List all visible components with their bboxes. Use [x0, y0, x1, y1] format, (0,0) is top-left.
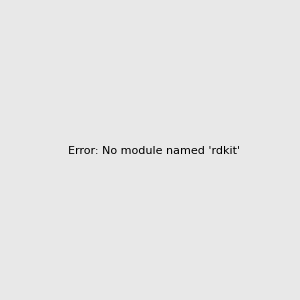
- Text: Error: No module named 'rdkit': Error: No module named 'rdkit': [68, 146, 240, 157]
